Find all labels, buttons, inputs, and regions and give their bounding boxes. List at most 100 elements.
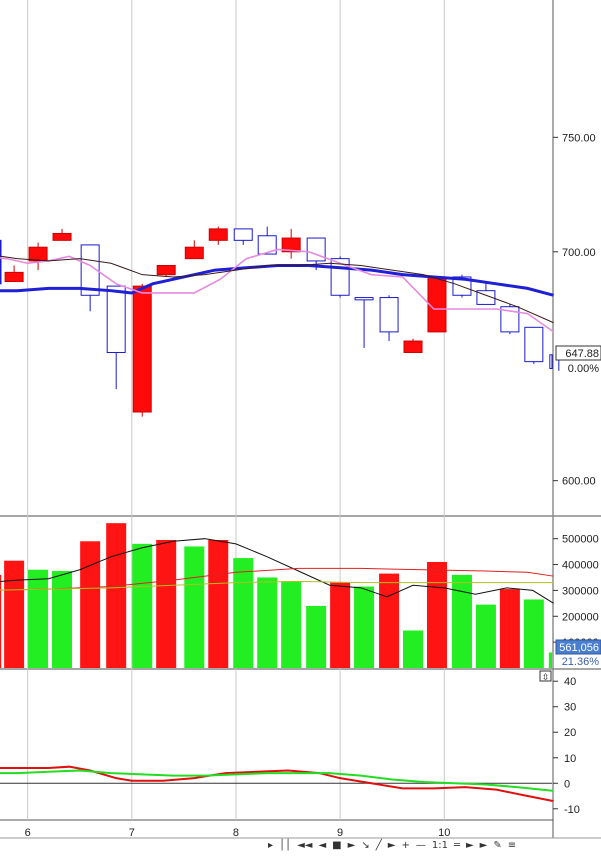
volume-bar[interactable] <box>106 523 127 668</box>
toolbar-button-4[interactable]: ◄ <box>318 840 327 851</box>
toolbar-button-14[interactable]: ► <box>465 840 474 851</box>
candle-body <box>403 340 423 353</box>
toolbar-button-12[interactable]: 1:1 <box>431 840 448 851</box>
oscillator-tick-label: 20 <box>564 727 576 739</box>
toolbar-button-17[interactable]: ≡ <box>507 840 517 851</box>
candle-body <box>233 228 253 241</box>
oscillator-axis: 40 30 20 10 0 -10 <box>553 676 580 816</box>
candle-body <box>28 246 48 262</box>
expand-icon: ⇳ <box>542 672 550 682</box>
volume-average-line-2 <box>0 567 554 591</box>
toolbar-button-2[interactable]: ││ <box>279 840 292 851</box>
price-tick-label: 600.00 <box>562 476 596 488</box>
volume-bar[interactable] <box>499 589 520 668</box>
toolbar-button-10[interactable]: + <box>401 840 410 851</box>
toolbar-button-9[interactable]: ► <box>387 840 396 851</box>
volume-bar[interactable] <box>426 561 447 668</box>
candle-body <box>156 265 176 276</box>
toolbar-button-15[interactable]: ► <box>479 840 488 851</box>
volume-tick-label: 200000 <box>562 611 599 623</box>
price-tick-label: 750.00 <box>562 132 596 144</box>
candle[interactable] <box>0 239 2 300</box>
candle[interactable] <box>524 326 544 364</box>
candle[interactable] <box>379 295 399 342</box>
toolbar-button-6[interactable]: ► <box>347 840 356 851</box>
candle[interactable] <box>4 265 24 283</box>
toolbar-button-5[interactable]: ■ <box>332 840 342 851</box>
volume-bar[interactable] <box>257 577 278 668</box>
candle[interactable] <box>403 338 423 353</box>
candle[interactable] <box>500 304 520 335</box>
volume-bar[interactable] <box>475 604 496 668</box>
volume-bar[interactable] <box>132 543 153 668</box>
volume-bar[interactable] <box>208 539 229 668</box>
volume-bar[interactable] <box>330 582 351 668</box>
volume-bar[interactable] <box>403 630 424 669</box>
toolbar-button-3[interactable]: ◄◄ <box>297 840 313 851</box>
volume-bar[interactable] <box>156 539 177 668</box>
candle-body <box>4 271 24 283</box>
volume-panel[interactable] <box>0 523 554 668</box>
chart-toolbar: ▸ ││ ◄◄ ◄ ■ ► ↘ ╱ ► + —1:1 ═ ► ► ✎ ≡ <box>268 840 601 852</box>
candle[interactable] <box>52 228 72 241</box>
toolbar-button-7[interactable]: ↘ <box>361 840 370 851</box>
volume-pct-label: 21.36% <box>562 656 600 668</box>
candle[interactable] <box>184 240 204 260</box>
volume-bar[interactable] <box>0 574 2 668</box>
candle-body <box>306 237 326 262</box>
oscillator-tick-label: 30 <box>564 702 576 714</box>
expand-button[interactable]: ⇳ <box>539 670 552 682</box>
volume-bar[interactable] <box>52 571 73 668</box>
candle[interactable] <box>28 242 48 271</box>
candle[interactable] <box>208 226 228 245</box>
candle-body <box>281 237 301 253</box>
change-label: 0.00% <box>568 363 599 375</box>
x-tick-label: 6 <box>25 827 31 839</box>
oscillator-panel[interactable] <box>0 765 554 803</box>
candle[interactable] <box>354 297 374 348</box>
candle-body <box>354 297 374 301</box>
candle-body <box>524 326 544 363</box>
candle-body <box>427 276 447 333</box>
candle-body <box>257 235 277 255</box>
volume-bar[interactable] <box>233 558 254 668</box>
volume-bar[interactable] <box>523 599 544 668</box>
toolbar-button-11[interactable]: — <box>415 840 426 851</box>
price-panel[interactable] <box>0 226 560 417</box>
x-axis: 6 7 8 9 10 <box>25 827 451 839</box>
volume-bar[interactable] <box>379 573 400 668</box>
volume-bar[interactable] <box>548 652 552 668</box>
volume-value-marker: 561,056 21.36% <box>555 639 601 668</box>
price-tick-label: 700.00 <box>562 247 596 259</box>
volume-bar[interactable] <box>184 546 205 668</box>
volume-tick-label: 500000 <box>562 534 599 546</box>
x-tick-label: 7 <box>129 827 135 839</box>
oscillator-tick-label: 40 <box>564 676 576 688</box>
volume-bar[interactable] <box>4 560 25 668</box>
candle[interactable] <box>106 285 126 390</box>
candle[interactable] <box>427 276 447 333</box>
volume-axis: 500000400000300000200000100000 <box>553 534 599 649</box>
candle[interactable] <box>156 265 176 277</box>
candle[interactable] <box>233 228 253 245</box>
toolbar-button-8[interactable]: ╱ <box>375 840 382 851</box>
volume-bar[interactable] <box>306 605 327 668</box>
volume-bar[interactable] <box>354 586 375 668</box>
moving-average-line-2 <box>0 248 555 333</box>
volume-bar[interactable] <box>28 569 49 668</box>
toolbar-button-13[interactable]: ═ <box>453 840 460 851</box>
volume-value-label: 561,056 <box>559 642 599 654</box>
volume-average-line-3 <box>0 580 554 591</box>
candle-body <box>52 232 72 241</box>
candle[interactable] <box>281 228 301 259</box>
candle[interactable] <box>80 244 100 312</box>
candle[interactable] <box>132 283 152 417</box>
oscillator-tick-label: 0 <box>564 778 570 790</box>
volume-bar[interactable] <box>80 541 101 668</box>
toolbar-button-16[interactable]: ✎ <box>493 840 502 851</box>
candle[interactable] <box>257 226 277 255</box>
toolbar-button-1[interactable]: ▸ <box>268 840 274 851</box>
volume-bar[interactable] <box>281 581 302 668</box>
volume-bar[interactable] <box>451 574 472 668</box>
